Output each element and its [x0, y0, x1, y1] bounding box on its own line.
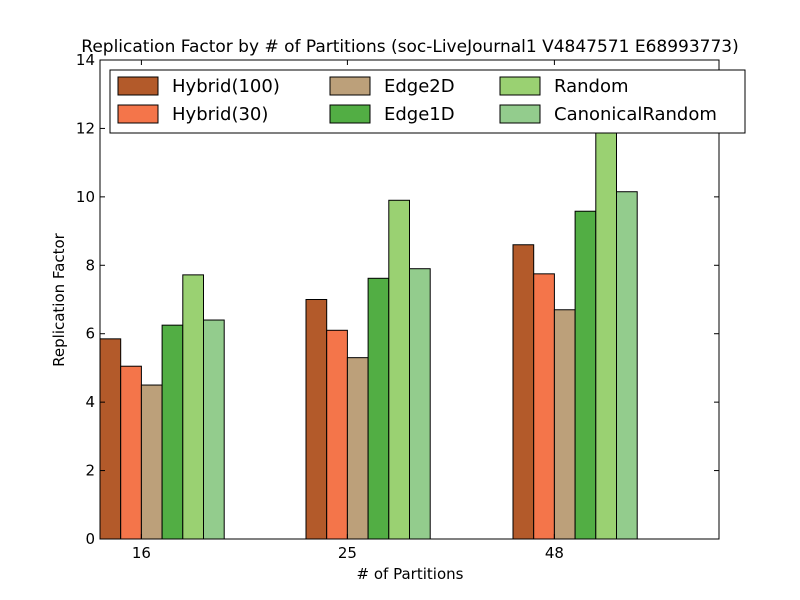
legend-swatch	[117, 104, 159, 124]
legend-swatch	[499, 76, 541, 96]
plot-frame	[99, 59, 720, 540]
legend-label: CanonicalRandom	[554, 104, 717, 125]
x-tick-label: 25	[338, 544, 357, 562]
y-tick-label: 12	[76, 119, 95, 137]
x-axis-label: # of Partitions	[357, 565, 464, 583]
bars-group	[99, 115, 638, 540]
bar-hybrid-100-25	[305, 299, 328, 540]
bar-edge1d-16	[161, 324, 184, 540]
x-tick-label: 48	[545, 544, 564, 562]
legend: Hybrid(100) Hybrid(30) Edge2D Edge1D Random C…	[109, 69, 746, 134]
y-axis-label: Replication Factor	[50, 232, 68, 367]
bar-edge2d-48	[553, 309, 576, 540]
bar-hybrid-100-16	[99, 338, 122, 540]
bar-canonicalrandom-25	[409, 268, 431, 540]
bar-random-48	[595, 115, 617, 540]
x-axis: 16 25 48	[132, 60, 564, 562]
bar-edge2d-25	[346, 357, 369, 540]
legend-frame	[109, 69, 746, 134]
legend-swatch	[117, 76, 159, 96]
chart-title: Replication Factor by # of Partitions (s…	[81, 37, 738, 57]
y-tick-label: 10	[76, 188, 95, 206]
legend-swatch	[329, 104, 371, 124]
y-tick-label: 8	[85, 256, 95, 274]
legend-label: Hybrid(100)	[172, 76, 280, 97]
bar-hybrid-30-48	[533, 273, 555, 540]
bar-random-16	[182, 274, 205, 540]
y-tick-label: 6	[85, 325, 95, 343]
bar-random-25	[388, 199, 410, 540]
bar-edge1d-48	[574, 210, 597, 540]
bar-canonicalrandom-48	[616, 191, 638, 540]
bar-hybrid-30-16	[120, 365, 142, 540]
y-tick-label: 4	[85, 393, 95, 411]
bar-hybrid-100-48	[512, 244, 535, 540]
y-tick-label: 0	[85, 530, 95, 548]
y-axis: 0 2 4 6 8 10 12 14	[76, 51, 719, 548]
legend-label: Edge1D	[384, 104, 455, 125]
legend-swatch	[499, 104, 541, 124]
bar-canonicalrandom-16	[203, 319, 225, 540]
legend-label: Random	[554, 76, 629, 97]
legend-swatch	[329, 76, 371, 96]
bar-hybrid-30-25	[326, 329, 348, 540]
x-tick-label: 16	[132, 544, 151, 562]
y-tick-label: 14	[76, 51, 95, 69]
legend-label: Hybrid(30)	[172, 104, 268, 125]
bar-edge2d-16	[140, 384, 163, 540]
bar-edge1d-25	[367, 277, 390, 540]
legend-label: Edge2D	[384, 76, 455, 97]
y-tick-label: 2	[85, 462, 95, 480]
